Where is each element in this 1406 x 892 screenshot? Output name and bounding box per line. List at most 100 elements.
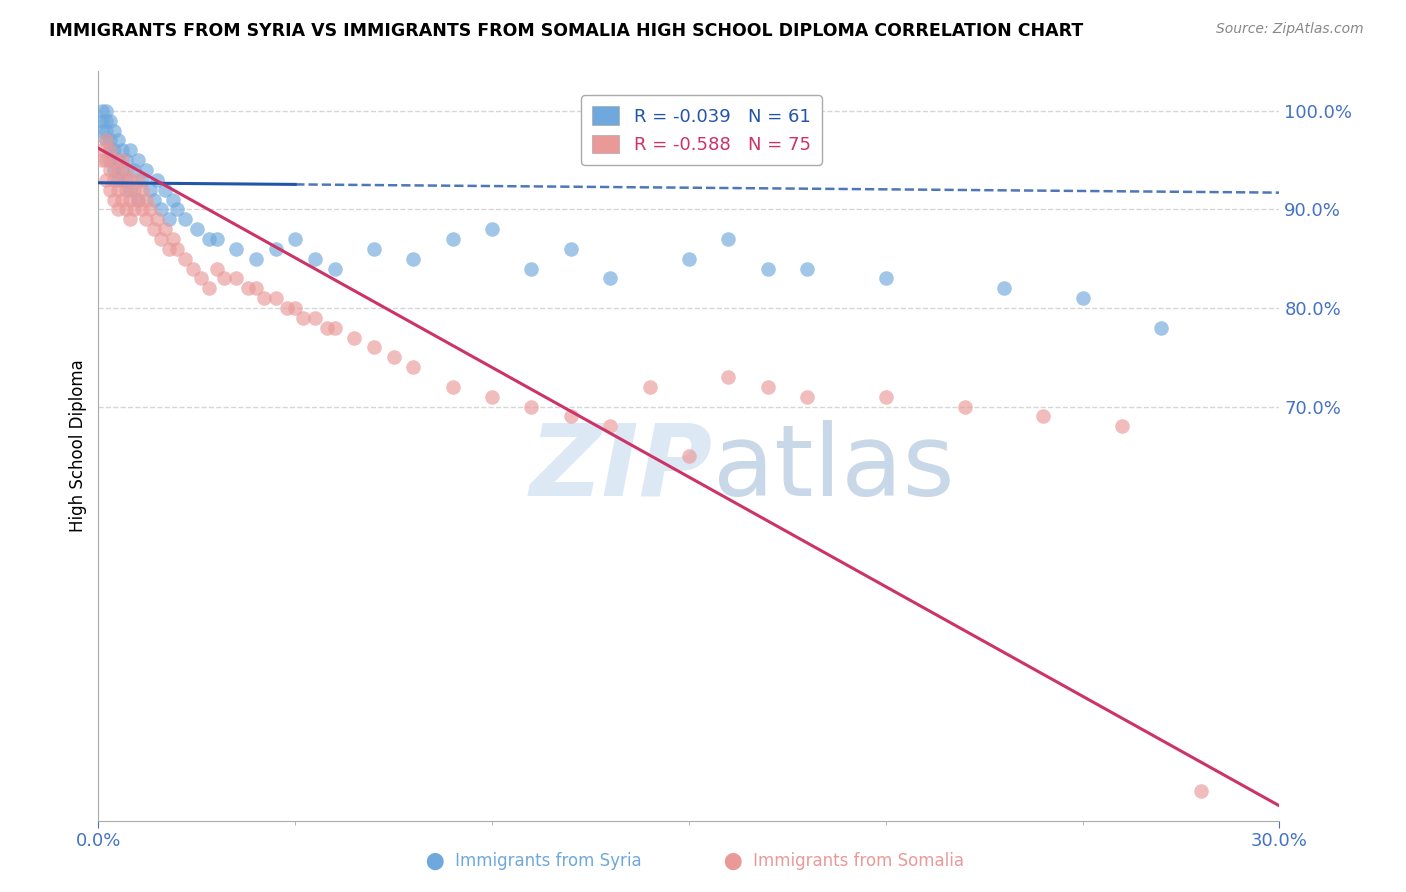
Point xyxy=(111,173,134,187)
Point xyxy=(118,193,141,207)
Point xyxy=(1111,419,1133,434)
Point xyxy=(1071,291,1094,305)
Point xyxy=(127,173,149,187)
Point xyxy=(343,330,366,344)
Point xyxy=(146,173,169,187)
Point xyxy=(111,193,134,207)
Point xyxy=(875,390,897,404)
Point xyxy=(796,390,818,404)
Point xyxy=(264,242,287,256)
Point xyxy=(135,163,157,178)
Point xyxy=(245,252,267,266)
Point xyxy=(98,183,121,197)
Text: atlas: atlas xyxy=(713,420,955,517)
Point xyxy=(127,153,149,167)
Point xyxy=(284,232,307,246)
Point xyxy=(236,281,259,295)
Point xyxy=(205,261,228,276)
Point xyxy=(304,310,326,325)
Point xyxy=(115,173,138,187)
Point xyxy=(162,193,184,207)
Point xyxy=(107,133,129,147)
Point xyxy=(131,173,153,187)
Point xyxy=(103,163,125,178)
Point xyxy=(162,232,184,246)
Point xyxy=(138,202,160,217)
Text: Source: ZipAtlas.com: Source: ZipAtlas.com xyxy=(1216,22,1364,37)
Point xyxy=(323,261,346,276)
Point xyxy=(96,103,118,118)
Point xyxy=(103,193,125,207)
Point xyxy=(197,232,219,246)
Point xyxy=(441,380,464,394)
Point xyxy=(107,202,129,217)
Point xyxy=(481,390,503,404)
Point xyxy=(91,113,114,128)
Point xyxy=(166,202,188,217)
Point xyxy=(1189,784,1212,798)
Point xyxy=(115,153,138,167)
Point xyxy=(315,320,337,334)
Point xyxy=(98,133,121,147)
Point xyxy=(304,252,326,266)
Point xyxy=(264,291,287,305)
Point xyxy=(284,301,307,315)
Point xyxy=(323,320,346,334)
Point xyxy=(115,183,138,197)
Point xyxy=(363,340,385,354)
Point xyxy=(441,232,464,246)
Point xyxy=(111,143,134,157)
Point xyxy=(190,271,212,285)
Point xyxy=(111,163,134,178)
Point xyxy=(115,163,138,178)
Point xyxy=(520,261,543,276)
Point xyxy=(146,212,169,227)
Point xyxy=(756,261,779,276)
Point xyxy=(520,400,543,414)
Text: ⬤  Immigrants from Syria: ⬤ Immigrants from Syria xyxy=(426,852,643,870)
Point xyxy=(174,212,197,227)
Point xyxy=(96,153,118,167)
Point xyxy=(166,242,188,256)
Point xyxy=(122,183,145,197)
Point xyxy=(875,271,897,285)
Point xyxy=(225,271,247,285)
Point xyxy=(678,449,700,463)
Point xyxy=(402,360,425,375)
Point xyxy=(98,113,121,128)
Point xyxy=(599,419,621,434)
Point xyxy=(142,222,165,236)
Point xyxy=(98,153,121,167)
Point xyxy=(135,193,157,207)
Point xyxy=(253,291,276,305)
Point xyxy=(678,252,700,266)
Point xyxy=(292,310,315,325)
Point xyxy=(127,193,149,207)
Point xyxy=(756,380,779,394)
Point xyxy=(560,409,582,424)
Point xyxy=(205,232,228,246)
Point xyxy=(481,222,503,236)
Point xyxy=(599,271,621,285)
Point xyxy=(186,222,208,236)
Point xyxy=(245,281,267,295)
Point xyxy=(91,143,114,157)
Point xyxy=(150,232,173,246)
Point xyxy=(107,173,129,187)
Point xyxy=(107,163,129,178)
Point xyxy=(131,183,153,197)
Point xyxy=(717,370,740,384)
Point xyxy=(174,252,197,266)
Point xyxy=(363,242,385,256)
Point xyxy=(98,143,121,157)
Point xyxy=(111,153,134,167)
Point xyxy=(103,143,125,157)
Point xyxy=(638,380,661,394)
Point xyxy=(103,153,125,167)
Point xyxy=(155,222,177,236)
Point xyxy=(107,183,129,197)
Point xyxy=(118,212,141,227)
Point xyxy=(96,113,118,128)
Point xyxy=(214,271,236,285)
Point xyxy=(1032,409,1054,424)
